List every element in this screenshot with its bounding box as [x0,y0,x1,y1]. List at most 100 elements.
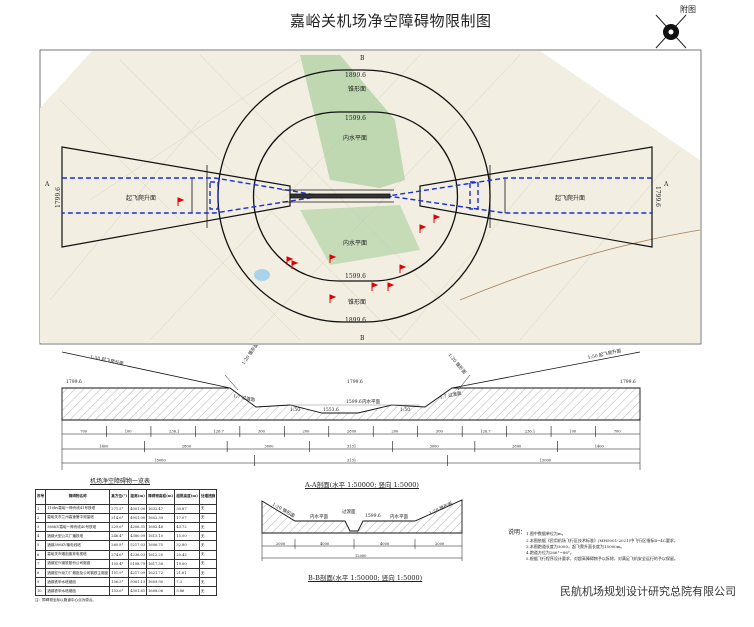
table-cell: 151.9° [109,567,130,579]
table-cell: 5108.79 [128,558,148,569]
section-a-caption: A-A剖面(水平 1:50000; 竖向 1:5000) [305,481,419,489]
table-cell: 嘉峪关市兰州高速第中测量塔 [45,512,111,523]
table-cell: 246.4° [109,531,130,542]
table-cell: 1606.75 [146,540,176,551]
table-cell: 1617.58 [146,558,176,569]
table-cell: 4001.00 [128,503,148,514]
table-cell: 4206.31 [128,521,148,533]
a-dimension-label: 700 [614,430,622,434]
table-header: 障碍物名称 [45,489,111,505]
table-cell: 4 [34,531,47,542]
obstacle-table: 机场净空障碍物一览表 序号 障碍物名称 真方位(°) 距离(m) 障碍物高程(m) 超限高… [34,476,218,603]
table-cell: 无 [198,503,218,514]
table-cell: 酒钢铁甲水塔烟囱 [45,586,111,597]
table-cell: 153.6° [109,586,130,597]
runway [282,189,394,203]
label-conical-south: 锥形面 [348,298,366,306]
a-dimension-label: 100 [569,430,577,434]
table-cell: 10 [34,586,47,597]
table-cell: 酒钢宏兴动力厂烟囱及公司钢铁主烟囱 [45,567,111,579]
a-slope-right: 1:50 [400,407,410,413]
label-elev-inner-north: 1599.6 [345,115,366,122]
a-dimension-label: 2800 [347,430,357,434]
table-row: 2 嘉峪关市兰州高速第中测量塔 214.6° 4951.00 1602.39 17.07 无 [34,512,218,523]
obstacle-flags [177,197,441,303]
note-item: 2.本图依据《民用机场飞行区技术标准》(MH5001-2021)中飞行区指标Ⅱ~… [526,537,678,543]
b-dim-3: 4000 [380,542,390,546]
b-dim-4: 2000 [435,542,445,546]
table-cell: 9 [34,577,47,588]
table-cell: 无 [198,521,218,533]
label-conical-north: 锥形面 [348,85,366,93]
table-cell: 5 [34,540,47,551]
note-item: 5.根据飞行程序设计要求，对超高障碍物予以拆除，对满足飞机安全运行的予以保留。 [526,556,678,562]
a-dimension-label: 15000 [540,459,552,463]
table-cell: 7 [34,558,47,569]
a-dimension-label: 1400 [99,445,109,449]
table-cell: 无 [198,549,218,560]
table-cell: 4217.09 [128,567,148,579]
table-row: 6 嘉峪关市烟囱废弃电视塔 274.6° 4236.03 1612.20 25.42 无 [34,549,218,560]
table-cell: 214.6° [109,512,130,523]
label-elev-conical-top: 1899.6 [345,72,366,79]
table-row: 9 酒钢铁甲水塔烟囱 156.5° 5081.13 1609.90 7.3 无 [34,577,218,588]
a-dimension-label: 1400 [595,445,605,449]
a-dimension-label: 2800 [182,445,192,449]
a-dimension-label: 3000 [264,445,274,449]
table-note: 注：障碍物坐标以跑道中心点为原点。 [35,598,97,603]
table-cell: 271.5° [109,503,130,514]
b-label-inner-left: 内水平面 [310,513,328,520]
b-dim-1: 2000 [276,542,286,546]
label-inner-north: 内水平面 [343,134,367,142]
table-cell: 4301.61 [128,586,148,597]
table-cell: 43.72 [174,521,200,533]
b-label-transition: 过渡面 [342,508,356,515]
table-cell: 3 [34,521,47,533]
a-dimension-label: 300 [436,430,444,434]
table-caption: 机场净空障碍物一览表 [89,478,150,485]
table-cell: 229.6° [109,521,130,533]
table-cell: 无 [198,558,218,569]
table-cell: 无 [198,540,218,551]
table-row: 4 酒钢大型公共广播铁塔 246.4° 4380.09 1615.10 15.00 无 [34,531,218,542]
a-elev-runway: 1553.6 [323,407,339,413]
table-cell: 无 [198,577,218,588]
b-elev: 1599.6 [365,513,381,519]
table-cell: 110kv嘉峪一神舟线41号铁塔 [45,503,111,514]
a-label-conical-left: 1:20 锥形面 [240,345,260,366]
a-dimension-label: 126.7 [214,430,225,434]
section-marker-a-right: A [663,181,669,188]
section-marker-a-left: A [44,181,50,188]
table-cell: 1615.10 [146,531,176,542]
a-dimension-label: 200 [303,430,311,434]
table-cell: 酒钢宏兴钢铁股份公司烟囱 [45,558,111,569]
table-cell: 260.8° [109,540,130,551]
note-item: 3.本图跑道长度为3000，起飞爬升面长度为15000m。 [526,543,625,549]
table-cell: 1602.46 [146,521,176,533]
notes-heading: 说明： [508,529,527,536]
a-dimension-label: 236.1 [169,430,179,434]
table-cell: 1 [34,503,47,514]
table-cell: 1609.90 [146,577,176,588]
table-cell: 5081.13 [128,577,148,588]
table-cell: 25.42 [174,549,200,560]
a-dimension-label: 100 [125,430,133,434]
a-dimension-label: 3131 [347,459,356,463]
table-cell: 无 [198,567,218,579]
a-dimension-label: 2800 [512,445,522,449]
a-label-takeoff-left: 1:50 起飞爬升面 [90,353,125,367]
table-cell: 1621.72 [146,567,176,579]
table-cell: 1632.47 [146,503,176,514]
table-header: 超限高度(m) [174,489,200,505]
a-elev-mid-right: 1599.6 [346,399,362,405]
table-cell: 6 [34,549,47,560]
label-takeoff-left: 起飞爬升面 [126,194,156,202]
table-cell: 4380.09 [128,531,148,542]
table-cell: 19.00 [174,558,200,569]
a-dimension-label: 3131 [347,445,356,449]
conical-surface-outline [217,69,491,323]
table-cell: 380KV嘉峪一神舟线40号铁塔 [45,521,111,533]
table-header: 处理措施 [198,489,218,505]
a-dimension-label: 700 [80,430,88,434]
table-cell: 274.6° [109,549,130,560]
